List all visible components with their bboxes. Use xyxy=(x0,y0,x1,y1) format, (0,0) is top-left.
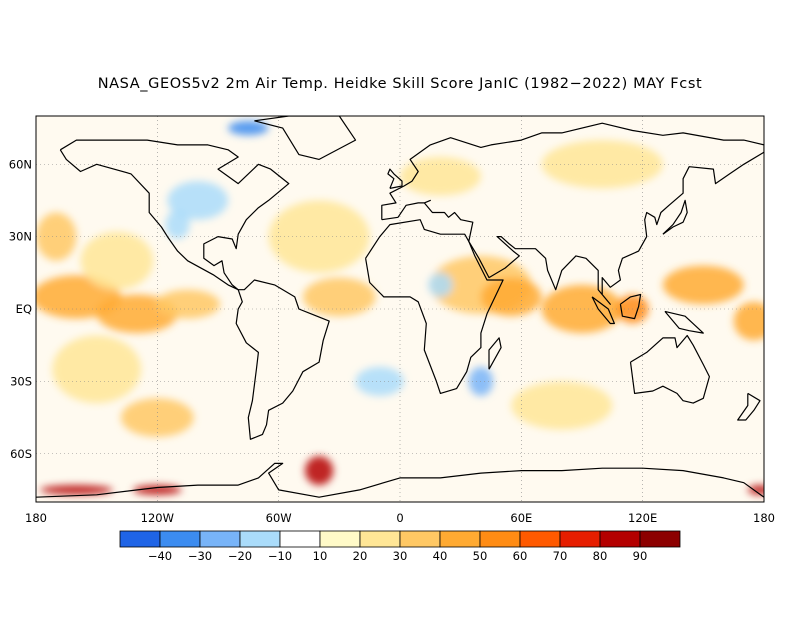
skill-patch xyxy=(733,301,764,341)
colorbar-label: 20 xyxy=(353,549,368,563)
colorbar-label: −40 xyxy=(148,549,172,563)
longitude-labels: 180 120W 60W 0 60E 120E 180 xyxy=(25,511,775,525)
skill-patch xyxy=(52,335,142,404)
lat-label: 30N xyxy=(9,230,32,244)
colorbar-swatch xyxy=(119,530,161,548)
colorbar: −40 −30 −20 −10 10 20 30 40 50 60 70 80 90 xyxy=(119,530,681,563)
lat-label: EQ xyxy=(16,302,32,316)
skill-patch xyxy=(400,157,481,196)
colorbar-swatch xyxy=(639,530,681,548)
coastline-uk xyxy=(387,168,403,189)
colorbar-swatch xyxy=(479,530,521,548)
colorbar-swatch xyxy=(279,530,321,548)
skill-patch xyxy=(662,265,744,305)
skill-patch xyxy=(228,120,269,136)
coastline-north-america xyxy=(59,139,290,291)
colorbar-swatch xyxy=(199,530,241,548)
colorbar-label: 60 xyxy=(513,549,528,563)
lon-label: 60E xyxy=(510,511,532,525)
skill-patch xyxy=(511,381,613,430)
skill-patch xyxy=(541,140,663,189)
gridlines xyxy=(36,116,764,502)
colorbar-label: 50 xyxy=(473,549,488,563)
map-frame xyxy=(35,115,765,503)
skill-patch xyxy=(304,456,334,486)
lon-label: 120E xyxy=(628,511,657,525)
skill-patch xyxy=(165,210,190,240)
coastline-new-zealand xyxy=(737,392,761,421)
coastline-sumatra xyxy=(591,296,615,325)
colorbar-swatch xyxy=(599,530,641,548)
coastline-south-america xyxy=(235,279,330,440)
coastline-antarctica-west xyxy=(36,462,764,498)
lon-label: 180 xyxy=(753,511,775,525)
skill-patch xyxy=(302,277,376,317)
coastline-australia xyxy=(629,334,710,404)
skill-patch xyxy=(167,181,229,220)
coastline-europe-asia xyxy=(381,122,764,305)
colorbar-swatch xyxy=(319,530,361,548)
skill-patch xyxy=(428,272,453,297)
colorbar-label: 80 xyxy=(593,549,608,563)
coastlines xyxy=(36,116,764,498)
coastline-africa xyxy=(365,219,504,394)
colorbar-swatch xyxy=(239,530,281,548)
skill-patch xyxy=(155,289,221,319)
colorbar-swatch xyxy=(399,530,441,548)
skill-patch xyxy=(133,485,182,495)
colorbar-label: 40 xyxy=(433,549,448,563)
colorbar-label: −10 xyxy=(268,549,292,563)
lat-label: 60S xyxy=(10,447,32,461)
skill-patch xyxy=(40,485,113,495)
skill-patch-layer xyxy=(36,120,764,495)
skill-patch xyxy=(355,366,405,396)
lon-label: 0 xyxy=(396,511,403,525)
colorbar-swatch xyxy=(359,530,401,548)
colorbar-label: 70 xyxy=(553,549,568,563)
lon-label: 120W xyxy=(141,511,174,525)
lat-label: 30S xyxy=(10,374,32,388)
coastline-madagascar xyxy=(488,337,502,370)
lat-label: 60N xyxy=(9,157,32,171)
colorbar-label: −30 xyxy=(188,549,212,563)
skill-patch xyxy=(747,485,764,495)
coastline-greenland xyxy=(254,116,357,160)
skill-patch xyxy=(541,284,623,334)
skill-patch xyxy=(480,277,542,317)
colorbar-swatch xyxy=(159,530,201,548)
lon-label: 60W xyxy=(266,511,292,525)
latitude-labels: 60N 30N EQ 30S 60S xyxy=(9,157,32,461)
skill-patch xyxy=(80,231,154,290)
coastline-japan xyxy=(662,199,688,235)
coastline-new-guinea xyxy=(664,310,704,334)
colorbar-label: 10 xyxy=(313,549,328,563)
colorbar-label: 90 xyxy=(633,549,648,563)
skill-patch xyxy=(120,398,194,437)
coastline-borneo xyxy=(619,293,642,320)
colorbar-swatch xyxy=(519,530,561,548)
map-title: NASA_GEOS5v2 2m Air Temp. Heidke Skill S… xyxy=(97,76,703,92)
colorbar-swatch xyxy=(559,530,601,548)
colorbar-label: −20 xyxy=(228,549,252,563)
colorbar-swatch xyxy=(439,530,481,548)
colorbar-label: 30 xyxy=(393,549,408,563)
lon-label: 180 xyxy=(25,511,47,525)
skill-patch xyxy=(268,200,370,273)
